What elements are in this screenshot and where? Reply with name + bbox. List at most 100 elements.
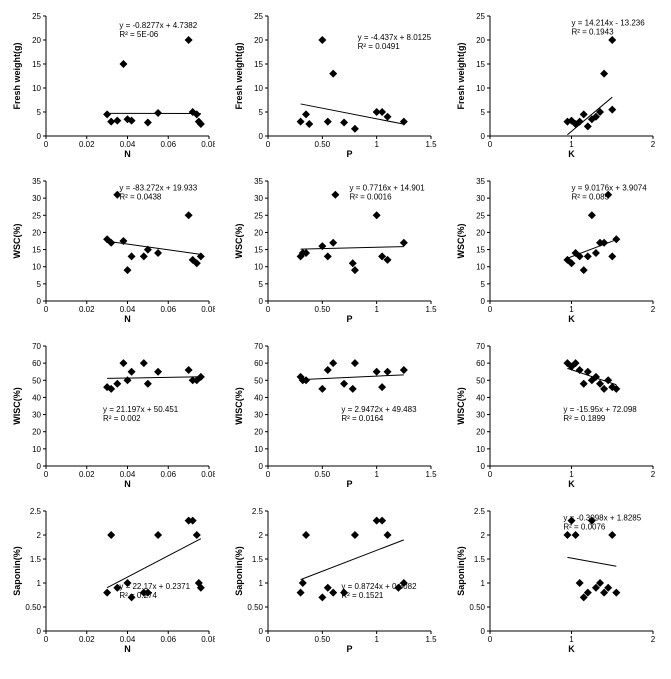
data-point	[608, 531, 616, 539]
ytick-label: 5	[37, 108, 42, 117]
ytick-label: 10	[254, 84, 263, 93]
ytick-label: 60	[476, 359, 485, 368]
ytick-label: 40	[32, 393, 41, 402]
data-point	[103, 110, 111, 118]
ytick-label: 20	[32, 36, 41, 45]
data-point	[400, 366, 408, 374]
trend-line	[301, 540, 404, 580]
equation-label: y = 21.197x + 50.451	[103, 405, 179, 414]
ytick-label: 50	[476, 376, 485, 385]
y-axis-label: Fresh weight(g)	[234, 42, 244, 109]
y-axis-label: WISC(%)	[456, 387, 466, 425]
ytick-label: 1	[259, 579, 264, 588]
ytick-label: 0	[481, 627, 486, 636]
data-point	[373, 211, 381, 219]
ytick-label: 50	[254, 376, 263, 385]
ytick-label: 1.5	[252, 555, 264, 564]
data-point	[124, 376, 132, 384]
data-point	[351, 531, 359, 539]
xtick-label: 1	[569, 140, 574, 149]
y-axis-label: Saponin(%)	[234, 546, 244, 596]
panel-r3c3: 012010203040506070KWISC(%)y = -15.95x + …	[454, 340, 659, 490]
panel-r2c2: 00.5011.505101520253035PWSC(%)y = 0.7716…	[232, 175, 437, 325]
trend-line	[107, 377, 201, 379]
ytick-label: 1	[481, 579, 486, 588]
chart-panel: 00.020.040.060.0805101520253035NWSC(%)y …	[10, 175, 217, 325]
ytick-label: 10	[32, 84, 41, 93]
xtick-label: 0.08	[201, 305, 215, 314]
data-point	[154, 531, 162, 539]
ytick-label: 15	[476, 246, 485, 255]
panel-r3c1: 00.020.040.060.08010203040506070NWISC(%)…	[10, 340, 215, 490]
xtick-label: 0.08	[201, 470, 215, 479]
data-point	[324, 366, 332, 374]
chart-panel: 00.5011.500.5011.522.5PSaponin(%)y = 0.8…	[232, 505, 439, 655]
ytick-label: 20	[476, 36, 485, 45]
xtick-label: 0	[266, 470, 271, 479]
equation-label: y = -0.8277x + 4.7382	[119, 21, 197, 30]
data-point	[608, 252, 616, 260]
ytick-label: 35	[476, 177, 485, 186]
equation-label: y = 0.7716x + 14.901	[350, 184, 426, 193]
r2-label: R² = 0.002	[103, 414, 141, 423]
ytick-label: 2.5	[474, 507, 486, 516]
data-point	[608, 106, 616, 114]
xtick-label: 0.50	[315, 470, 331, 479]
data-point	[193, 531, 201, 539]
data-point	[378, 383, 386, 391]
ytick-label: 15	[254, 60, 263, 69]
xtick-label: 1.5	[425, 470, 437, 479]
data-point	[592, 249, 600, 257]
xtick-label: 0	[488, 470, 493, 479]
ytick-label: 10	[476, 445, 485, 454]
data-point	[318, 385, 326, 393]
xtick-label: 0.06	[160, 305, 176, 314]
y-axis-label: Fresh weight(g)	[12, 42, 22, 109]
ytick-label: 0	[481, 462, 486, 471]
ytick-label: 30	[476, 411, 485, 420]
xtick-label: 1.5	[425, 140, 437, 149]
data-point	[297, 589, 305, 597]
ytick-label: 40	[476, 393, 485, 402]
r2-label: R² = 0.0164	[341, 414, 384, 423]
xtick-label: 0	[44, 140, 49, 149]
y-axis-label: Fresh weight(g)	[456, 42, 466, 109]
xtick-label: 1	[569, 470, 574, 479]
x-axis-label: K	[568, 479, 575, 489]
xtick-label: 0.50	[315, 635, 331, 644]
data-point	[329, 359, 337, 367]
equation-label: y = -0.3098x + 1.8285	[563, 514, 641, 523]
ytick-label: 10	[254, 445, 263, 454]
data-point	[113, 380, 121, 388]
x-axis-label: P	[346, 149, 352, 159]
data-point	[128, 252, 136, 260]
data-point	[329, 239, 337, 247]
r2-label: R² = 0.0016	[350, 193, 393, 202]
r2-label: R² = 0.0076	[563, 523, 606, 532]
ytick-label: 0	[259, 627, 264, 636]
data-point	[324, 252, 332, 260]
equation-label: y = 22.17x + 0.2371	[119, 582, 190, 591]
ytick-label: 15	[32, 60, 41, 69]
x-axis-label: P	[346, 479, 352, 489]
data-point	[612, 589, 620, 597]
ytick-label: 0	[259, 132, 264, 141]
data-point	[612, 235, 620, 243]
ytick-label: 15	[254, 246, 263, 255]
r2-label: R² = 0.1899	[563, 414, 606, 423]
xtick-label: 0	[488, 305, 493, 314]
xtick-label: 0.06	[160, 140, 176, 149]
xtick-label: 0.08	[201, 635, 215, 644]
ytick-label: 10	[32, 445, 41, 454]
ytick-label: 0	[37, 132, 42, 141]
equation-label: y = 2.9472x + 49.483	[341, 405, 417, 414]
chart-panel: 01205101520253035KWSC(%)y = 9.0176x + 3.…	[454, 175, 661, 325]
panel-r4c3: 01200.5011.522.5KSaponin(%)y = -0.3098x …	[454, 505, 659, 655]
data-point	[329, 589, 337, 597]
data-point	[189, 517, 197, 525]
ytick-label: 5	[481, 108, 486, 117]
ytick-label: 0	[259, 297, 264, 306]
ytick-label: 10	[32, 263, 41, 272]
data-point	[144, 119, 152, 127]
xtick-label: 0.08	[201, 140, 215, 149]
